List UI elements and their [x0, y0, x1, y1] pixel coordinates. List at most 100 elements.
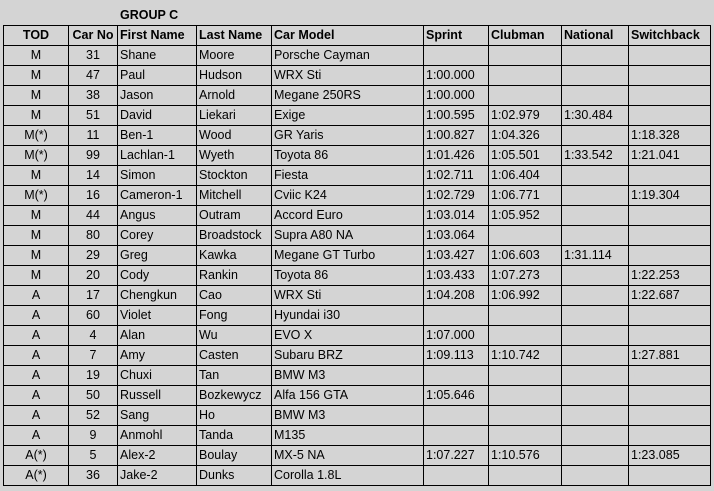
cell-tod[interactable]: M [3, 265, 69, 286]
cell-clubman[interactable] [488, 305, 562, 326]
cell-national[interactable]: 1:31.114 [561, 245, 629, 266]
cell-sprint[interactable]: 1:05.646 [423, 385, 489, 406]
cell-first-name[interactable]: Violet [117, 305, 197, 326]
cell-switchback[interactable] [628, 405, 711, 426]
cell-last-name[interactable]: Wu [196, 325, 272, 346]
cell-national[interactable]: 1:33.542 [561, 145, 629, 166]
cell-sprint[interactable]: 1:03.064 [423, 225, 489, 246]
cell-tod[interactable]: A [3, 425, 69, 446]
cell-last-name[interactable]: Tan [196, 365, 272, 386]
cell-first-name[interactable]: Corey [117, 225, 197, 246]
cell-first-name[interactable]: Jason [117, 85, 197, 106]
cell-car-no[interactable]: 9 [68, 425, 118, 446]
cell-national[interactable] [561, 365, 629, 386]
cell-national[interactable] [561, 265, 629, 286]
cell-sprint[interactable] [423, 45, 489, 66]
cell-national[interactable] [561, 65, 629, 86]
cell-car-no[interactable]: 11 [68, 125, 118, 146]
cell-switchback[interactable] [628, 45, 711, 66]
cell-car-no[interactable]: 5 [68, 445, 118, 466]
cell-sprint[interactable]: 1:03.433 [423, 265, 489, 286]
cell-last-name[interactable]: Arnold [196, 85, 272, 106]
cell-clubman[interactable]: 1:06.771 [488, 185, 562, 206]
cell-switchback[interactable]: 1:23.085 [628, 445, 711, 466]
cell-car-model[interactable]: Accord Euro [271, 205, 424, 226]
cell-tod[interactable]: M(*) [3, 145, 69, 166]
cell-sprint[interactable] [423, 405, 489, 426]
cell-switchback[interactable]: 1:19.304 [628, 185, 711, 206]
cell-tod[interactable]: A(*) [3, 465, 69, 486]
cell-clubman[interactable]: 1:07.273 [488, 265, 562, 286]
cell-clubman[interactable]: 1:02.979 [488, 105, 562, 126]
column-header-sprint[interactable]: Sprint [423, 25, 489, 46]
cell-tod[interactable]: M [3, 45, 69, 66]
cell-car-no[interactable]: 60 [68, 305, 118, 326]
column-header-switchback[interactable]: Switchback [628, 25, 711, 46]
cell-car-model[interactable]: MX-5 NA [271, 445, 424, 466]
cell[interactable] [3, 5, 69, 26]
cell-car-model[interactable]: Subaru BRZ [271, 345, 424, 366]
cell-first-name[interactable]: Paul [117, 65, 197, 86]
group-title[interactable]: GROUP C [117, 5, 197, 26]
cell-sprint[interactable]: 1:00.827 [423, 125, 489, 146]
cell-tod[interactable]: M [3, 165, 69, 186]
cell-national[interactable] [561, 325, 629, 346]
cell-car-model[interactable]: Toyota 86 [271, 265, 424, 286]
cell[interactable] [271, 5, 424, 26]
cell-car-no[interactable]: 7 [68, 345, 118, 366]
cell-last-name[interactable]: Wyeth [196, 145, 272, 166]
cell-first-name[interactable]: Chengkun [117, 285, 197, 306]
cell-sprint[interactable]: 1:09.113 [423, 345, 489, 366]
cell[interactable] [196, 5, 272, 26]
cell-tod[interactable]: A [3, 305, 69, 326]
cell-national[interactable] [561, 165, 629, 186]
cell-switchback[interactable]: 1:21.041 [628, 145, 711, 166]
cell-last-name[interactable]: Liekari [196, 105, 272, 126]
cell-first-name[interactable]: David [117, 105, 197, 126]
column-header-car-model[interactable]: Car Model [271, 25, 424, 46]
cell-first-name[interactable]: Alan [117, 325, 197, 346]
cell-last-name[interactable]: Rankin [196, 265, 272, 286]
cell-car-no[interactable]: 47 [68, 65, 118, 86]
cell-tod[interactable]: M(*) [3, 185, 69, 206]
cell-national[interactable] [561, 285, 629, 306]
cell-first-name[interactable]: Anmohl [117, 425, 197, 446]
cell-switchback[interactable] [628, 385, 711, 406]
cell-clubman[interactable]: 1:06.603 [488, 245, 562, 266]
cell-clubman[interactable] [488, 385, 562, 406]
cell-national[interactable] [561, 425, 629, 446]
cell-last-name[interactable]: Moore [196, 45, 272, 66]
cell-last-name[interactable]: Boulay [196, 445, 272, 466]
cell-switchback[interactable] [628, 85, 711, 106]
cell-sprint[interactable]: 1:00.000 [423, 65, 489, 86]
cell-national[interactable] [561, 345, 629, 366]
cell-switchback[interactable] [628, 105, 711, 126]
cell-first-name[interactable]: Ben-1 [117, 125, 197, 146]
cell[interactable] [628, 5, 711, 26]
cell-last-name[interactable]: Casten [196, 345, 272, 366]
cell-car-model[interactable]: Corolla 1.8L [271, 465, 424, 486]
cell-clubman[interactable]: 1:05.952 [488, 205, 562, 226]
cell-car-no[interactable]: 80 [68, 225, 118, 246]
cell-last-name[interactable]: Broadstock [196, 225, 272, 246]
cell-tod[interactable]: M [3, 225, 69, 246]
cell-clubman[interactable] [488, 45, 562, 66]
cell-car-no[interactable]: 50 [68, 385, 118, 406]
cell-sprint[interactable]: 1:07.000 [423, 325, 489, 346]
column-header-national[interactable]: National [561, 25, 629, 46]
cell-car-model[interactable]: Cviic K24 [271, 185, 424, 206]
cell-national[interactable] [561, 465, 629, 486]
cell-sprint[interactable]: 1:01.426 [423, 145, 489, 166]
cell-national[interactable] [561, 45, 629, 66]
cell-last-name[interactable]: Hudson [196, 65, 272, 86]
cell-national[interactable] [561, 125, 629, 146]
cell-clubman[interactable] [488, 405, 562, 426]
cell-sprint[interactable]: 1:02.711 [423, 165, 489, 186]
cell-clubman[interactable]: 1:10.576 [488, 445, 562, 466]
cell-national[interactable]: 1:30.484 [561, 105, 629, 126]
cell-national[interactable] [561, 445, 629, 466]
cell-last-name[interactable]: Dunks [196, 465, 272, 486]
cell-sprint[interactable] [423, 305, 489, 326]
cell-car-no[interactable]: 31 [68, 45, 118, 66]
cell-car-no[interactable]: 44 [68, 205, 118, 226]
